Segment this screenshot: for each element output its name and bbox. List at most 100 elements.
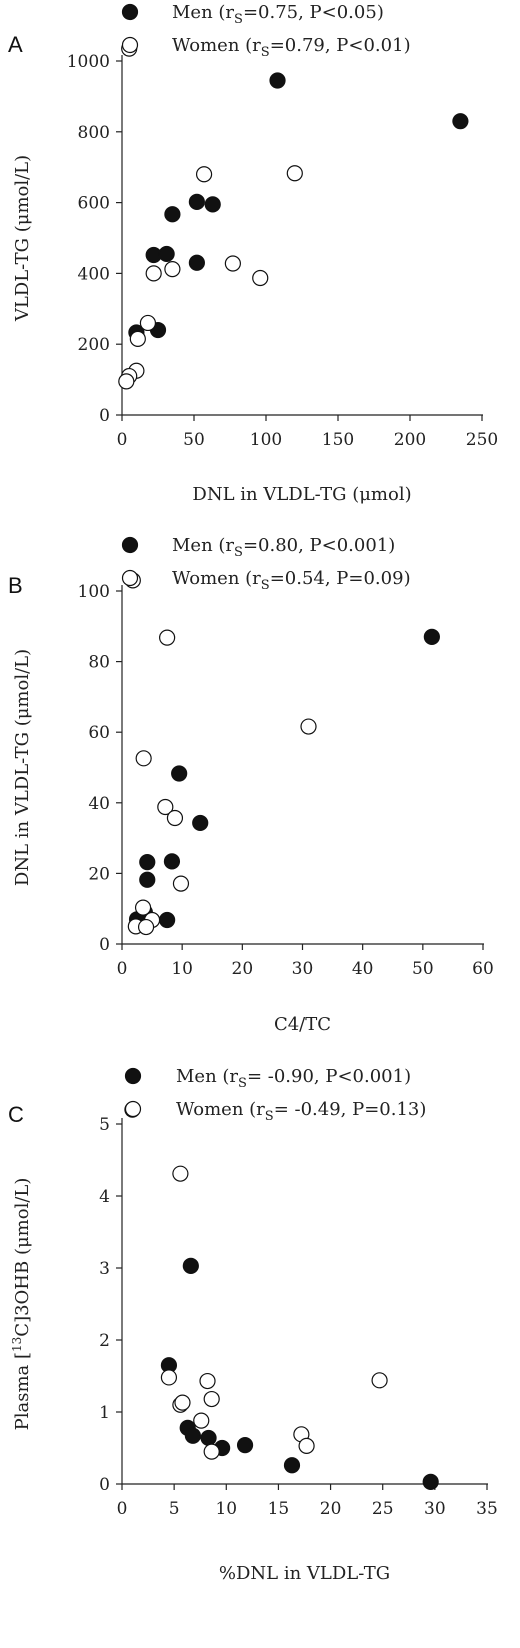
panel-c-legend-marker-women bbox=[124, 1100, 142, 1118]
panel-b-y-tick-label: 40 bbox=[88, 794, 110, 814]
panel-a-point-women bbox=[129, 330, 146, 347]
panel-c-y-label: Plasma [13C]3OHB (μmol/L) bbox=[10, 1178, 33, 1431]
panel-c-y-tick-label: 4 bbox=[99, 1187, 110, 1207]
panel-c-x-tick-label: 0 bbox=[117, 1499, 128, 1519]
panel-a-point-women bbox=[145, 265, 162, 282]
panel-a-point-men bbox=[452, 113, 469, 130]
panel-c-point-women bbox=[203, 1390, 220, 1408]
panel-a-point-men bbox=[188, 254, 205, 271]
panel-b-point-men bbox=[139, 854, 156, 871]
panel-c-point-men bbox=[236, 1437, 254, 1454]
panel-c-x-tick-label: 35 bbox=[476, 1499, 498, 1519]
panel-a-point-women bbox=[286, 165, 303, 182]
panel-c-series-men bbox=[160, 1257, 439, 1490]
panel-c-point-men bbox=[422, 1473, 439, 1490]
panel-c-legend-label-men: Men (rS= -0.90, P<0.001) bbox=[176, 1066, 411, 1091]
panel-b-y-tick-label: 0 bbox=[99, 935, 110, 955]
panel-c-point-men bbox=[182, 1257, 199, 1274]
panel-b-point-women bbox=[166, 809, 184, 827]
panel-a-point-women bbox=[164, 261, 181, 278]
panel-b-point-women bbox=[135, 750, 152, 767]
panel-a-x-tick-label: 50 bbox=[183, 430, 205, 450]
panel-c: C 0 1 2 3 4 5 0 5 10 15 20 25 30 35 %DNL in VLDL-TG Plas… bbox=[8, 1066, 498, 1584]
panel-a-point-women bbox=[139, 314, 157, 332]
panel-c-x-tick-label: 30 bbox=[424, 1499, 446, 1519]
panel-b-y-tick-label: 20 bbox=[88, 864, 110, 884]
panel-b-x-tick-label: 20 bbox=[232, 959, 254, 979]
panel-b-legend-marker-women bbox=[121, 569, 139, 587]
panel-c-letter: C bbox=[8, 1102, 24, 1127]
panel-b-point-women bbox=[157, 798, 174, 816]
panel-c-x-label: %DNL in VLDL-TG bbox=[219, 1563, 390, 1584]
panel-c-y-tick-label: 2 bbox=[99, 1331, 110, 1351]
panel-b-point-men bbox=[159, 911, 176, 929]
panel-a-y-tick-label: 200 bbox=[78, 335, 110, 355]
panel-a-x-tick-label: 0 bbox=[117, 430, 128, 450]
panel-a-y-tick-label: 600 bbox=[78, 194, 110, 214]
panel-b-point-men bbox=[139, 871, 156, 888]
panel-c-x-tick-label: 5 bbox=[169, 1499, 180, 1519]
panel-c-x-tick-label: 20 bbox=[320, 1499, 342, 1519]
panel-b-y-tick-label: 60 bbox=[88, 723, 110, 743]
panel-b-x-tick-label: 30 bbox=[292, 959, 314, 979]
panel-b-x-label: C4/TC bbox=[274, 1014, 331, 1035]
panel-a-letter: A bbox=[8, 32, 23, 57]
panel-c-y-tick-label: 3 bbox=[99, 1259, 110, 1279]
panel-a-x-tick-label: 200 bbox=[394, 430, 426, 450]
panel-a-legend-marker-men bbox=[121, 3, 139, 21]
panel-c-point-men bbox=[184, 1427, 202, 1444]
panel-b-x-tick-label: 60 bbox=[472, 959, 494, 979]
panel-b-point-men bbox=[192, 814, 209, 832]
panel-c-x-tick-label: 15 bbox=[268, 1499, 290, 1519]
panel-a-x-label: DNL in VLDL-TG (μmol) bbox=[192, 484, 411, 505]
panel-c-point-women bbox=[203, 1443, 220, 1460]
panel-b: B 0 20 40 60 80 100 0 10 20 30 40 50 60 C4/TC DNL in VL… bbox=[8, 535, 494, 1035]
panel-a-x-tick-label: 100 bbox=[250, 430, 282, 450]
panel-a-y-tick-label: 1000 bbox=[67, 52, 110, 72]
panel-b-point-women bbox=[134, 899, 152, 916]
panel-c-y-tick-label: 5 bbox=[99, 1115, 110, 1135]
panel-a-y-label: VLDL-TG (μmol/L) bbox=[12, 155, 33, 322]
panel-b-letter: B bbox=[8, 573, 23, 598]
panel-a-legend-label-men: Men (rS=0.75, P<0.05) bbox=[172, 2, 384, 27]
panel-a-point-women bbox=[195, 166, 213, 183]
panel-a-y-tick-label: 400 bbox=[78, 264, 110, 284]
panel-c-point-men bbox=[283, 1457, 301, 1474]
panel-a-point-men bbox=[158, 245, 175, 263]
panel-a-x-tick-label: 250 bbox=[466, 430, 498, 450]
panel-a-point-men bbox=[164, 206, 181, 223]
panel-a-y-tick-label: 800 bbox=[78, 123, 110, 143]
panel-b-x-tick-label: 0 bbox=[117, 959, 128, 979]
panel-b-x-tick-label: 10 bbox=[171, 959, 193, 979]
panel-c-x-tick-label: 25 bbox=[372, 1499, 394, 1519]
panel-b-point-women bbox=[172, 875, 190, 892]
panel-b-point-men bbox=[171, 765, 188, 782]
panel-a-series-men bbox=[128, 72, 469, 341]
panel-a-point-men bbox=[188, 193, 205, 210]
panel-b-y-tick-label: 80 bbox=[88, 653, 110, 673]
panel-b-point-men bbox=[423, 628, 440, 645]
panel-c-series-women bbox=[124, 1101, 388, 1460]
panel-b-point-women bbox=[137, 918, 155, 936]
panel-b-y-label: DNL in VLDL-TG (μmol/L) bbox=[12, 649, 33, 886]
panel-c-point-women bbox=[298, 1437, 315, 1454]
panel-a: A 0 200 400 600 800 1000 0 50 100 150 200 250 DNL in … bbox=[8, 2, 498, 505]
panel-b-x-tick-label: 50 bbox=[412, 959, 434, 979]
panel-b-legend-label-men: Men (rS=0.80, P<0.001) bbox=[172, 535, 395, 560]
panel-c-legend-marker-men bbox=[124, 1067, 142, 1085]
panel-a-point-men bbox=[204, 196, 221, 213]
panel-a-x-tick-label: 150 bbox=[322, 430, 354, 450]
panel-a-point-women bbox=[118, 373, 135, 390]
panel-b-point-men bbox=[163, 853, 181, 870]
panel-c-point-women bbox=[199, 1372, 216, 1390]
panel-c-point-women bbox=[371, 1372, 388, 1389]
panel-a-point-women bbox=[224, 255, 241, 272]
panel-b-legend-marker-men bbox=[121, 536, 139, 554]
panel-c-x-tick-label: 10 bbox=[215, 1499, 237, 1519]
panel-c-point-women bbox=[193, 1412, 210, 1429]
panel-a-y-tick-label: 0 bbox=[99, 406, 110, 426]
panel-c-legend-label-women: Women (rS= -0.49, P=0.13) bbox=[176, 1099, 426, 1124]
panel-c-y-tick-label: 0 bbox=[99, 1475, 110, 1495]
panel-c-point-men bbox=[200, 1429, 217, 1447]
